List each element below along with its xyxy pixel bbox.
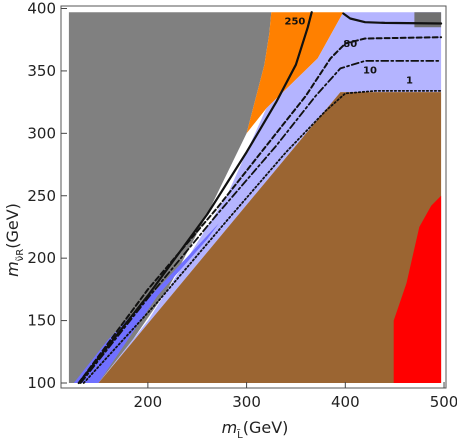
contour-label-80: 80 bbox=[343, 39, 357, 50]
contour-250 bbox=[77, 11, 313, 385]
y-tick-label: 350 bbox=[27, 62, 56, 80]
y-axis-title: mν̃R(GeV) bbox=[3, 203, 26, 277]
y-tick-label: 200 bbox=[27, 249, 56, 267]
y-tick-label: 250 bbox=[27, 187, 56, 205]
x-axis-ticks: 200 300 400 500 bbox=[134, 382, 457, 411]
contour-edge-1 bbox=[342, 12, 443, 25]
contour-80 bbox=[77, 36, 443, 384]
y-tick-label: 400 bbox=[27, 0, 56, 17]
region-dark-strip bbox=[414, 12, 442, 28]
region-light-blue bbox=[98, 12, 442, 383]
region-brown bbox=[98, 92, 442, 383]
contour-label-10: 10 bbox=[363, 65, 377, 76]
x-tick-label: 200 bbox=[134, 393, 163, 411]
plot-frame bbox=[60, 5, 447, 389]
chart-contour-labels: 250 80 10 1 bbox=[285, 17, 413, 87]
chart-regions bbox=[68, 12, 442, 383]
contour-10 bbox=[79, 60, 443, 384]
contour-label-250: 250 bbox=[285, 17, 306, 28]
region-gray bbox=[68, 12, 272, 383]
y-tick-label: 300 bbox=[27, 124, 56, 142]
x-axis-title: mL̃(GeV) bbox=[222, 418, 289, 440]
chart-contours bbox=[77, 11, 443, 385]
region-red bbox=[393, 195, 442, 383]
y-tick-label: 150 bbox=[27, 312, 56, 330]
x-tick-label: 300 bbox=[232, 393, 261, 411]
x-tick-label: 500 bbox=[430, 393, 457, 411]
contour-label-1: 1 bbox=[406, 75, 413, 86]
contour-1 bbox=[82, 90, 443, 384]
y-axis-ticks: 100 150 200 250 300 350 400 bbox=[27, 0, 67, 392]
x-tick-label: 400 bbox=[331, 393, 360, 411]
y-tick-label: 100 bbox=[27, 374, 56, 392]
region-orange bbox=[246, 12, 344, 134]
